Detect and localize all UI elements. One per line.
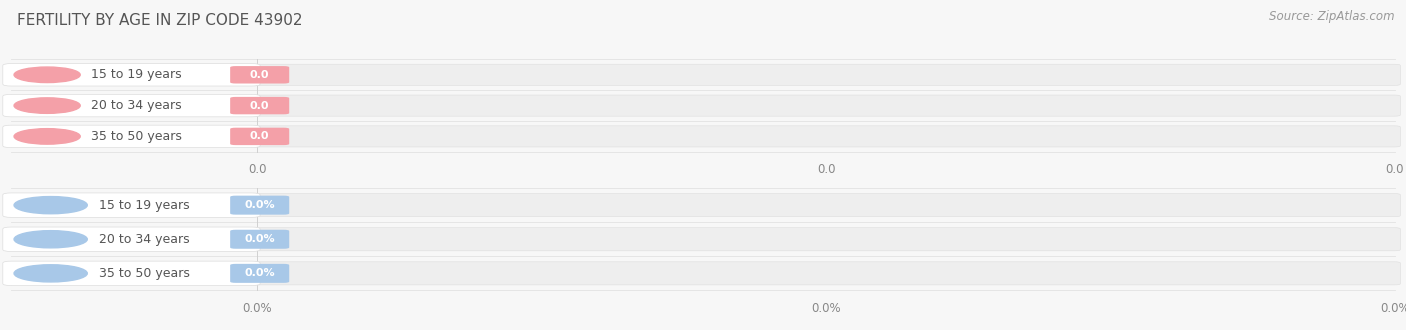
Circle shape (14, 197, 87, 214)
Text: 15 to 19 years: 15 to 19 years (98, 199, 190, 212)
FancyBboxPatch shape (231, 128, 290, 145)
FancyBboxPatch shape (231, 66, 290, 83)
FancyBboxPatch shape (252, 194, 1400, 217)
Text: 0.0%: 0.0% (242, 302, 273, 315)
FancyBboxPatch shape (3, 261, 260, 285)
FancyBboxPatch shape (3, 64, 260, 86)
FancyBboxPatch shape (252, 126, 1400, 147)
Text: 0.0: 0.0 (250, 101, 270, 111)
FancyBboxPatch shape (231, 230, 290, 249)
Text: 35 to 50 years: 35 to 50 years (91, 130, 183, 143)
Text: 0.0%: 0.0% (811, 302, 841, 315)
FancyBboxPatch shape (252, 262, 1400, 285)
Text: 0.0%: 0.0% (245, 268, 276, 278)
Text: 0.0%: 0.0% (245, 234, 276, 244)
Text: 0.0: 0.0 (250, 70, 270, 80)
Text: 15 to 19 years: 15 to 19 years (91, 68, 181, 81)
Text: 0.0: 0.0 (247, 163, 267, 177)
Text: 20 to 34 years: 20 to 34 years (91, 99, 181, 112)
Circle shape (14, 231, 87, 248)
Circle shape (14, 265, 87, 282)
Text: Source: ZipAtlas.com: Source: ZipAtlas.com (1270, 10, 1395, 23)
Circle shape (14, 129, 80, 144)
Text: 0.0: 0.0 (250, 131, 270, 141)
Text: 0.0%: 0.0% (1379, 302, 1406, 315)
FancyBboxPatch shape (231, 196, 290, 214)
Text: 0.0: 0.0 (817, 163, 835, 177)
Circle shape (14, 67, 80, 82)
FancyBboxPatch shape (3, 227, 260, 251)
FancyBboxPatch shape (3, 125, 260, 148)
FancyBboxPatch shape (252, 64, 1400, 85)
FancyBboxPatch shape (231, 97, 290, 114)
Text: 20 to 34 years: 20 to 34 years (98, 233, 190, 246)
Text: 0.0: 0.0 (1385, 163, 1405, 177)
Text: 35 to 50 years: 35 to 50 years (98, 267, 190, 280)
FancyBboxPatch shape (3, 193, 260, 217)
Text: FERTILITY BY AGE IN ZIP CODE 43902: FERTILITY BY AGE IN ZIP CODE 43902 (17, 13, 302, 28)
Text: 0.0%: 0.0% (245, 200, 276, 210)
FancyBboxPatch shape (252, 228, 1400, 251)
FancyBboxPatch shape (252, 95, 1400, 116)
Circle shape (14, 98, 80, 114)
FancyBboxPatch shape (3, 94, 260, 117)
FancyBboxPatch shape (231, 264, 290, 283)
